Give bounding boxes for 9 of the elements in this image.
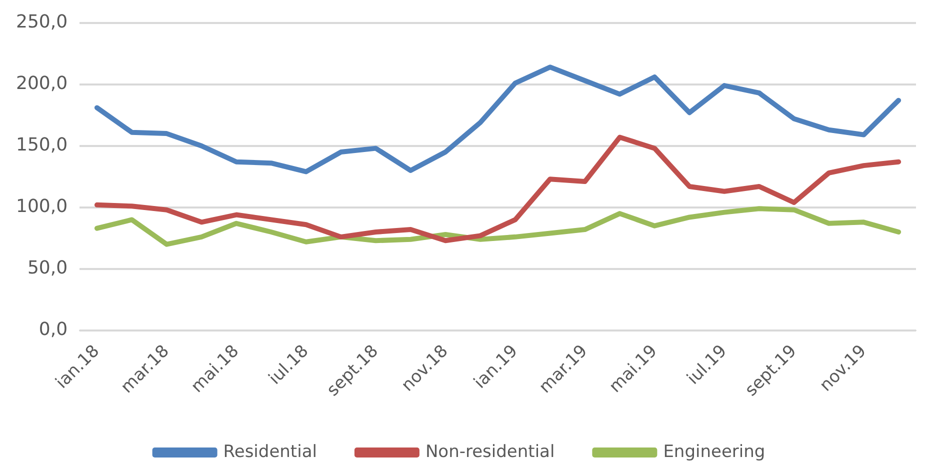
y-tick-label: 150,0 <box>16 134 68 156</box>
y-tick-label: 100,0 <box>16 196 68 218</box>
legend-label: Non-residential <box>425 442 555 462</box>
legend-label: Engineering <box>663 442 766 462</box>
y-tick-label: 200,0 <box>16 73 68 94</box>
legend-label: Residential <box>223 442 317 462</box>
y-tick-label: 250,0 <box>16 11 68 32</box>
y-tick-label: 0,0 <box>38 319 68 340</box>
y-tick-label: 50,0 <box>27 258 68 279</box>
